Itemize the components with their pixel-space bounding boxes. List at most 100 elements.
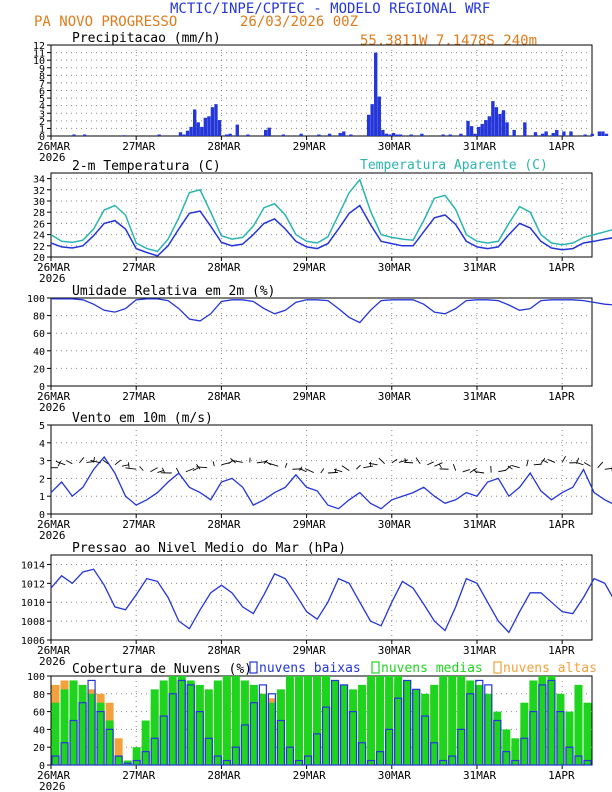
cloud-mid-bar [376,676,385,765]
y-tick-label: 60 [33,708,45,719]
cloud-low-bar [421,715,430,766]
cloud-mid-bar [502,729,511,765]
y-tick-label: 100 [27,294,45,305]
cloud-mid-bar [403,680,412,765]
cloud-mid-bar [186,680,195,765]
precip-bar [501,110,506,136]
cloud-mid-bar [60,689,69,765]
cloud-low-bar [123,762,132,766]
cloud-mid-bar [240,680,249,765]
wind-arrow [507,465,513,470]
y-tick-label: 4 [39,439,45,450]
panel-title: Precipitacao (mm/h) [72,31,221,46]
precip-bar [604,133,609,136]
cloud-mid-bar [177,676,186,765]
wind-arrow [232,459,243,463]
precip-bar [388,134,392,136]
wind-arrow [102,459,109,465]
precip-bar [366,114,371,136]
panel-frame [50,297,593,387]
cloud-mid-bar [69,680,78,765]
wind-arrow [79,457,85,464]
cloud-mid-bar [195,684,204,765]
precip-bar [569,131,573,136]
x-tick-label: 27MAR [122,140,155,153]
precip-bar [480,123,484,136]
cloud-mid-bar [168,676,177,765]
series-line [51,298,612,324]
y-tick-label: 3 [39,109,45,120]
x-tick-label: 1APR [548,518,575,531]
legend-label: nuvens medias [381,661,483,676]
cloud-mid-bar [439,676,448,765]
wind-arrow [434,462,443,467]
y-tick-label: 20 [33,743,45,754]
wind-arrow [299,466,303,471]
precip-bar [214,104,218,136]
cloud-low-bar [366,759,376,766]
wind-arrow [196,466,208,469]
wind-arrow [583,462,591,467]
wind-arrow [427,461,434,466]
legend-label: nuvens altas [503,661,597,676]
cloud-low-bar [502,751,511,766]
cloud-low-bar [249,702,258,766]
y-tick-label: 22 [33,242,45,253]
panel-title: 2-m Temperatura (C) [72,159,221,174]
x-tick-label: 28MAR [207,261,240,274]
wind-arrow [86,461,94,463]
legend-swatch [371,661,380,674]
cloud-mid-bar [574,684,583,765]
precip-bar [210,107,215,136]
y-tick-label: 40 [33,725,45,736]
y-tick-label: 5 [39,421,45,432]
cloud-low-bar [276,719,286,766]
x-tick-label: 29MAR [293,769,326,782]
wind-arrow [498,469,506,473]
precip-bar [484,120,488,136]
y-tick-label: 0 [39,761,45,772]
y-tick-label: 1012 [21,579,45,590]
x-tick-label: 26MAR [37,261,70,274]
x-tick-label: 30MAR [378,644,411,657]
y-tick-label: 6 [39,87,45,98]
wind-arrow [604,467,612,470]
precip-bar [459,133,463,136]
y-tick-label: 2 [39,474,45,485]
y-tick-label: 1 [39,492,45,503]
precip-bar [370,104,374,136]
cloud-low-bar [385,728,394,766]
y-tick-label: 1008 [21,617,45,628]
location-label: PA NOVO PROGRESSO [34,14,178,30]
cloud-mid-bar [583,702,592,765]
wind-arrow [175,467,180,473]
x-year-label: 2026 [39,655,66,668]
precip-bar [217,120,222,136]
wind-arrow [125,467,137,470]
wind-arrow [540,457,546,464]
cloud-mid-bar [294,676,303,765]
cloud-mid-bar [412,689,421,765]
cloud-mid-bar [96,702,105,765]
wind-arrow [264,460,272,466]
cloud-low-bar [240,724,249,766]
precip-bar [82,134,87,136]
cloud-low-bar [258,684,267,766]
cloud-low-bar [96,710,105,766]
wind-arrow [150,467,158,473]
cloud-mid-bar [367,676,376,765]
cloud-low-bar [529,710,538,766]
cloud-low-bar [303,755,313,766]
x-tick-label: 27MAR [122,518,155,531]
wind-arrow [378,457,385,464]
cloud-low-bar [520,737,529,766]
cloud-low-bar [330,679,340,766]
wind-arrow [452,464,457,471]
x-tick-label: 26MAR [37,518,70,531]
apparent-temperature-line [50,178,612,253]
x-tick-label: 1APR [548,644,575,657]
cloud-mid-bar [457,676,466,765]
y-tick-label: 34 [33,175,45,186]
precip-bar [523,122,527,136]
precip-bar [494,107,499,136]
